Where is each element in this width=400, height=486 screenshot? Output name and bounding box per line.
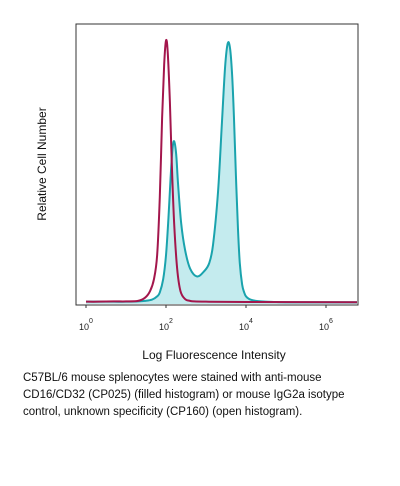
series-layer — [85, 38, 358, 305]
series-fill-0 — [86, 42, 357, 305]
x-tick-0: 100 — [79, 305, 93, 332]
x-tick-label: 10 — [159, 322, 169, 332]
y-axis-title: Relative Cell Number — [35, 107, 49, 220]
x-tick-2: 104 — [239, 305, 253, 332]
x-tick-exponent: 0 — [89, 318, 93, 325]
figure-caption: C57BL/6 mouse splenocytes were stained w… — [23, 372, 345, 418]
x-tick-label: 10 — [239, 322, 249, 332]
x-tick-exponent: 4 — [249, 318, 253, 325]
x-tick-label: 10 — [319, 322, 329, 332]
series-line-1 — [85, 38, 358, 304]
x-tick-3: 106 — [319, 305, 333, 332]
x-tick-label: 10 — [79, 322, 89, 332]
series-line-0 — [85, 41, 357, 304]
x-tick-1: 102 — [159, 305, 173, 332]
x-tick-exponent: 2 — [169, 318, 173, 325]
x-tick-exponent: 6 — [329, 318, 333, 325]
plot-frame — [75, 23, 359, 306]
x-axis-title: Log Fluorescence Intensity — [142, 348, 285, 362]
